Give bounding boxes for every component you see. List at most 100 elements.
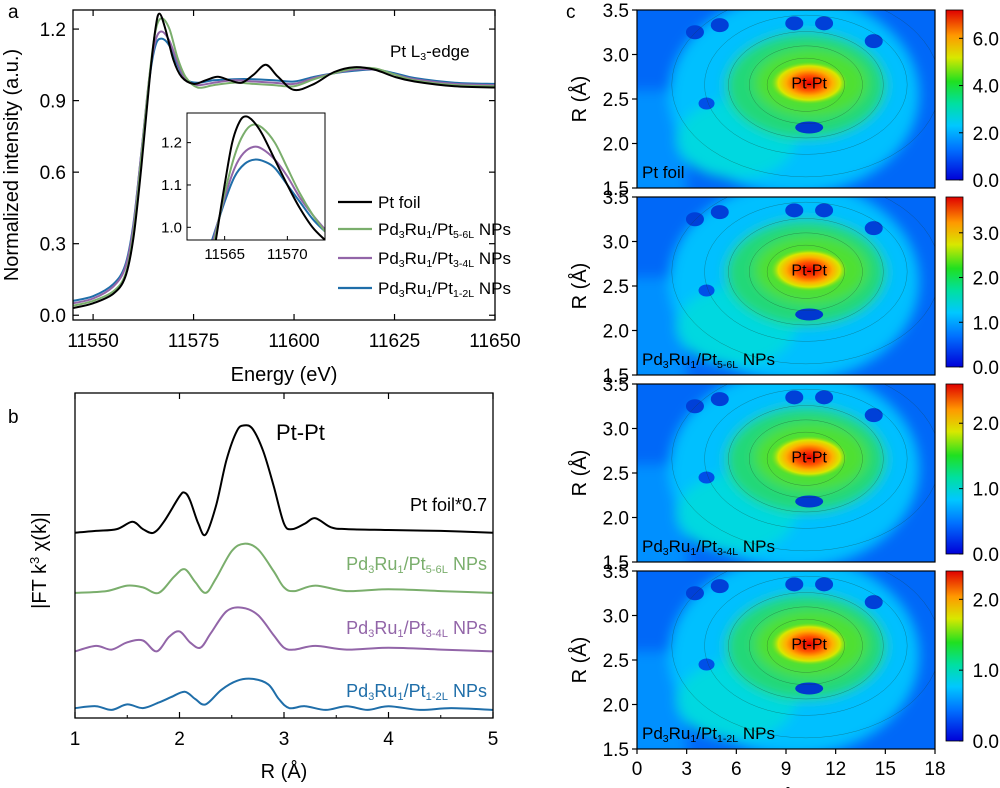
hot-spot [770,248,848,292]
inset-series [211,115,325,240]
inset-line [212,145,325,240]
edge-label: Pt L3-edge [390,42,470,63]
colorbar-tick-label: 6.0 [973,29,999,50]
contour-line [766,618,845,673]
label-part: Ru [374,554,397,574]
colorbar-tick-label: 3.0 [973,224,999,245]
subscript: 3 [420,51,426,63]
lower-hole [795,121,824,134]
side-hole [698,97,715,110]
upper-hole [785,577,804,592]
contour-line [671,571,935,739]
contour-line [766,57,845,112]
subscript: 3 [399,229,405,241]
subscript: 1 [426,288,432,300]
subscript: 1 [426,229,432,241]
label-part: NPs [448,618,487,638]
x-tick-label: 11575 [168,331,219,352]
panel-letter-b: b [8,407,19,428]
label-part: NPs [474,249,511,268]
subscript: 3 [368,564,374,576]
peak-label: Pt-Pt [791,262,827,279]
colorbar-tick-label: 2.0 [973,414,999,435]
label-part: NPs [738,724,775,743]
contour-line [728,405,884,513]
sample-label: Pd3Ru1/Pt1-2L NPs [642,724,775,745]
colorbar-tick-label: 0.0 [973,358,999,379]
label-part: Ru [669,724,691,743]
subscript: 3-4L [426,628,448,640]
series-label: Pd3Ru1/Pt5-6L NPs [346,554,487,576]
y-tick-label: 3.5 [603,375,629,396]
y-tick-label: 3.5 [603,188,629,209]
hot-spot [770,622,848,666]
label-part: NPs [738,537,775,556]
subscript: 3 [663,359,669,371]
lower-hole [795,308,824,321]
upper-hole [864,595,883,610]
hot-spot [770,61,848,105]
contour-line [728,218,884,326]
subscript: 1 [690,733,696,745]
x-tick-label: 11600 [268,331,319,352]
label-part: |FT k [29,563,51,609]
inset-line [213,123,325,240]
side-hole [698,471,715,484]
label-part: Pd [378,279,399,298]
ft-line [75,677,493,711]
contour-line [704,388,908,529]
lower-hole [795,495,824,508]
upper-hole [710,579,729,594]
colorbar-tick-label: 0.0 [973,732,999,753]
label-part: Pd [346,554,368,574]
inset: 11565 11570 1.0 1.1 1.2 [161,112,326,263]
contour-line [728,31,884,139]
subscript: 3 [399,288,405,300]
legend-label: Pd3Ru1/Pt1-2L NPs [378,279,511,300]
sample-label: Pt foil [642,163,685,182]
y-tick-label: 3.0 [603,607,629,628]
label-part: /Pt [404,554,426,574]
y-tick-label: 0.3 [40,235,66,256]
x-tick-label: 11550 [67,331,118,352]
panel-letter-c: c [566,2,576,23]
label-part: -edge [426,42,469,61]
y-tick-label: 1.2 [40,20,66,41]
ft-line [75,542,493,595]
label-part: Ru [669,537,691,556]
inset-x-tick-label: 11570 [267,246,308,263]
y-tick-label: 0.9 [40,92,66,113]
label-part: Ru [669,350,691,369]
x-axis-label: R (Å) [261,760,308,783]
label-part: /Pt [696,537,717,556]
upper-hole [815,203,834,218]
contour-line [766,431,845,486]
x-tick-label: 11650 [469,331,520,352]
contour-line [748,606,863,685]
y-axis-label: R (Å) [568,76,591,123]
contour-line [728,592,884,700]
y-axis-label: Normalized intensity (a.u.) [1,49,23,281]
x-axis-label: Energy (eV) [231,364,338,386]
hot-spot [770,435,848,479]
subscript: 1 [690,546,696,558]
wavelet-map: 1.5 2.0 2.5 3.0 3.5 R (Å) Pt-Pt Pd3Ru1/Pt1-2L N… [568,562,999,761]
subscript: 1 [690,359,696,371]
x-tick-label: 15 [875,759,896,780]
x-tick-label: 2 [174,729,185,750]
subscript: 3-4L [717,546,738,558]
label-part: /Pt [404,681,426,701]
wavelet-map: 1.5 2.0 2.5 3.0 3.5 R (Å) Pt-Pt Pt foil 0.0 2.0 4.… [568,1,999,200]
colorbar-tick-label: 0.0 [973,545,999,566]
sample-label: Pd3Ru1/Pt3-4L NPs [642,537,775,558]
contour-line [671,10,935,178]
label-part: Pt L [390,42,420,61]
y-tick-label: 2.5 [603,651,629,672]
label-part: Pt foil*0.7 [410,495,487,515]
ft-line [75,606,493,653]
y-tick-label: 3.0 [603,233,629,254]
upper-hole [785,16,804,31]
wavelet-map: 1.5 2.0 2.5 3.0 3.5 R (Å) Pt-Pt Pd3Ru1/Pt3-4L N… [568,375,999,574]
subscript: 1-2L [453,288,474,300]
